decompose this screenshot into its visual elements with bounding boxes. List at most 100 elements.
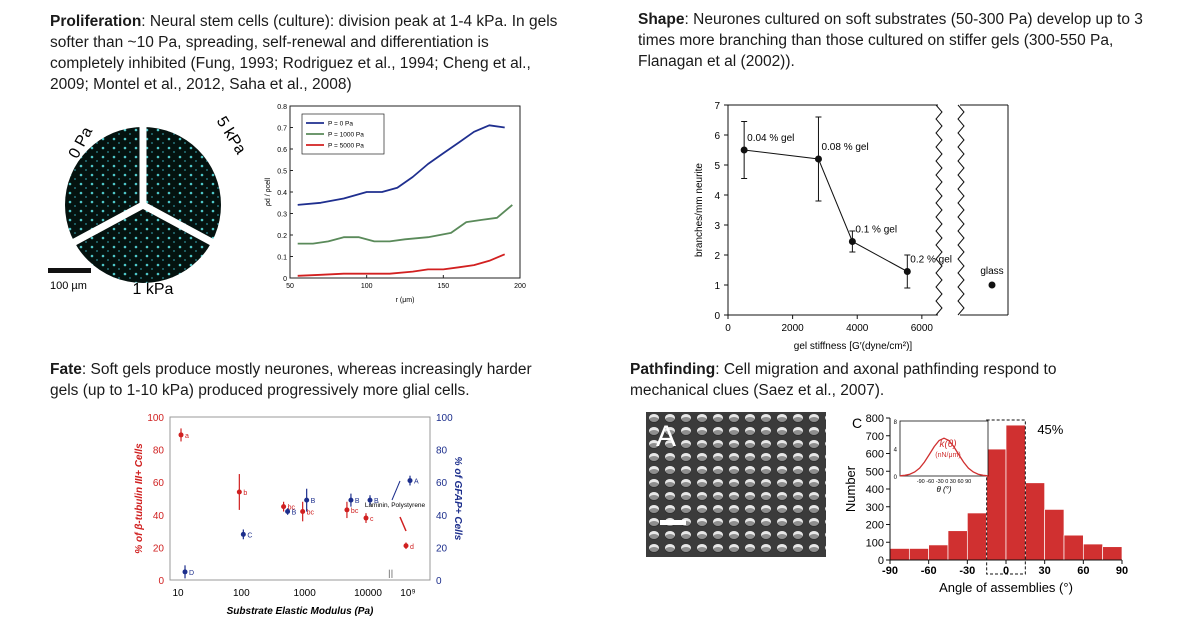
scale-bar-label: 100 µm [50,280,87,292]
inset-y-tick-label: 4 [894,448,898,454]
y-tick-label: 0 [878,555,884,567]
annotation-arrow [391,480,401,501]
proliferation-text: : Neural stem cells (culture): division … [50,13,558,93]
x-tick-label-glass: 10⁹ [400,588,415,599]
y-tick-label: 800 [866,413,884,425]
right-y-tick-label: 60 [436,478,448,489]
x-tick-label: 100 [361,283,373,290]
y-tick-label: 0.8 [277,104,287,111]
highlight-label: 45% [1037,422,1063,437]
data-point [348,497,354,503]
point-label: B [311,498,316,505]
x-tick-label: 60 [1077,565,1089,577]
label-1kpa: 1 kPa [133,281,174,298]
point-label: C [247,532,252,539]
data-point [285,509,291,515]
inset-curve-label: k(θ) [939,439,956,450]
x-axis-label: gel stiffness [G′(dyne/cm²)] [794,341,913,352]
legend-label: P = 1000 Pa [328,132,364,139]
y-tick-label: 0.2 [277,233,287,240]
inset-x-ticks: -90 -60 -30 0 30 60 90 [917,479,971,485]
series-line [297,253,506,277]
inset-x-label: θ (°) [936,485,951,494]
point-label: B [355,498,360,505]
y-axis-label: ρd / ρcell [265,177,272,206]
point-label: c [370,516,374,523]
x-tick-label: 50 [286,283,294,290]
histogram-bar [1082,543,1104,561]
x-axis-label: Angle of assemblies (°) [939,580,1073,595]
angle-histogram: 0 100 200 300 400 500 600 700 800 -90 -60 -30 0 30 60 9… [843,413,1128,595]
point-label: bc [307,510,315,517]
inset-unit-label: (nN/μm) [935,452,960,459]
shape-text: : Neurones cultured on soft substrates (… [638,11,1143,70]
image-scale-bar [660,520,686,525]
histogram-bar [1044,509,1065,561]
x-axis-label: r (μm) [396,297,415,304]
point-label: d [410,544,414,551]
point-label: 0.2 % gel [910,255,952,266]
legend-label: P = 5000 Pa [328,143,364,150]
y-tick-label: 0.4 [277,190,287,197]
point-label: bc [288,505,296,512]
data-point [240,531,246,537]
inset-curve [899,437,989,477]
right-y-tick-label: 80 [436,446,448,457]
y-tick-label: 300 [866,502,884,514]
y-axis-label: branches/mm neurite [694,163,705,257]
x-tick-label: 0 [1003,565,1009,577]
y-tick-label: 4 [714,191,720,202]
annotation-arrow-red [399,516,407,532]
point-label: bc [351,508,359,515]
point-label: A [414,479,419,486]
y-tick-label: 0.6 [277,147,287,154]
x-tick-label: 100 [233,588,250,599]
data-point [848,238,856,245]
plot-frame [169,416,431,581]
series-line [297,124,505,206]
y-tick-label: 700 [866,431,884,443]
y-tick-label: 3 [714,221,720,232]
highlight-box [986,419,1026,575]
x-tick-label: 200 [514,283,526,290]
x-tick-label: 1000 [294,588,317,599]
data-point [182,569,188,575]
data-point [178,432,184,438]
right-y-tick-label: 0 [436,576,442,587]
fate-chart: 0 0 20 20 40 40 60 60 80 80 100 100 10 100 1000 10000 10… [134,413,463,617]
x-tick-label: 10000 [354,588,382,599]
trend-line [744,149,908,272]
legend-label: P = 0 Pa [328,121,353,128]
histogram-bar [1005,424,1026,561]
axis-break-left [935,104,943,316]
right-y-tick-label: 100 [436,413,453,424]
point-label: 0.1 % gel [855,225,897,236]
left-y-tick-label: 80 [153,446,165,457]
data-point [903,268,911,275]
data-point [236,489,242,495]
axis-break-mark: ꟾꟾ [388,569,393,580]
y-tick-label: 0.3 [277,212,287,219]
pathfinding-paragraph: Pathfinding: Cell migration and axonal p… [630,359,1130,401]
histogram-bar [1024,482,1046,561]
pillar-array-image: A [646,412,826,557]
data-point [281,504,287,510]
fate-text: : Soft gels produce mostly neurones, whe… [50,361,532,399]
shape-paragraph: Shape: Neurones cultured on soft substra… [638,9,1158,72]
label-5kpa: 5 kPa [213,114,249,158]
proliferation-heading: Proliferation [50,13,142,30]
histogram-bar [1063,534,1084,561]
right-y-tick-label: 40 [436,511,448,522]
glass-point [988,281,996,289]
shape-heading: Shape [638,11,685,28]
data-point [363,515,369,521]
pathfinding-text: : Cell migration and axonal pathfinding … [630,361,1057,399]
histogram-bar [986,448,1007,561]
branching-chart: 0 1 2 3 4 5 6 7 0 2000 4000 6000 gel stiffness [G′(d… [694,101,1009,352]
data-point [344,507,350,513]
data-point [300,509,306,515]
inset-y-tick-label: 8 [894,420,898,426]
y-tick-label: 6 [714,131,720,142]
data-point [740,146,748,154]
point-label: B [292,510,297,517]
